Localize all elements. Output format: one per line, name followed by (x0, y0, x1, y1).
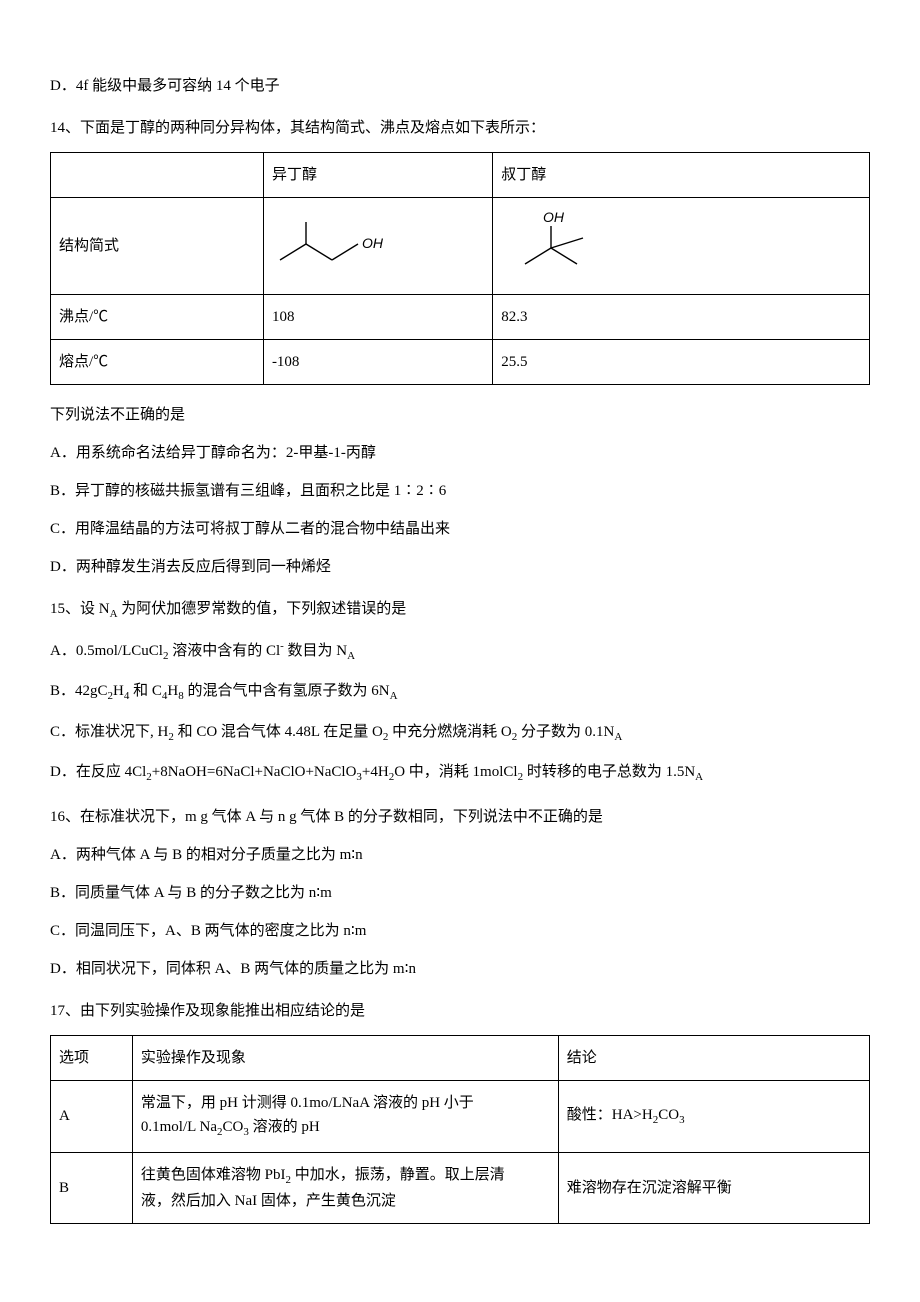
table-row: 选项 实验操作及现象 结论 (51, 1035, 870, 1080)
text: 常温下，用 pH 计测得 0.1mo/LNaA 溶液的 pH 小于 (141, 1091, 550, 1115)
text: 溶液的 pH (249, 1119, 320, 1135)
table-row: 异丁醇 叔丁醇 (51, 153, 870, 198)
q14-optD: D．两种醇发生消去反应后得到同一种烯烃 (50, 555, 870, 579)
text: +4H (362, 764, 389, 780)
text: 和 C (129, 683, 162, 699)
text: 15、设 N (50, 601, 110, 617)
text: 为阿伏加德罗常数的值，下列叙述错误的是 (118, 601, 407, 617)
sub: A (390, 690, 398, 702)
table-row: 沸点/℃ 108 82.3 (51, 295, 870, 340)
text: 中加水，振荡，静置。取上层清 (291, 1167, 505, 1183)
text: 中充分燃烧消耗 O (388, 724, 511, 740)
table-row: 熔点/℃ -108 25.5 (51, 340, 870, 385)
q15-optC: C．标准状况下, H2 和 CO 混合气体 4.48L 在足量 O2 中充分燃烧… (50, 720, 870, 747)
cell-B-label: B (51, 1152, 133, 1224)
cell-label-struct: 结构简式 (51, 198, 264, 295)
text: 酸性：HA>H (567, 1107, 653, 1123)
text: 和 CO 混合气体 4.48L 在足量 O (174, 724, 383, 740)
table-row: 结构简式 OH (51, 198, 870, 295)
q16-optC: C．同温同压下，A、B 两气体的密度之比为 n∶m (50, 919, 870, 943)
q14-optB: B．异丁醇的核磁共振氢谱有三组峰，且面积之比是 1∶2∶6 (50, 479, 870, 503)
cell-mp-tert: 25.5 (493, 340, 870, 385)
cell-struct-iso: OH (263, 198, 492, 295)
cell-header-iso: 异丁醇 (263, 153, 492, 198)
q17-stem: 17、由下列实验操作及现象能推出相应结论的是 (50, 999, 870, 1023)
cell-A-op: 常温下，用 pH 计测得 0.1mo/LNaA 溶液的 pH 小于 0.1mol… (132, 1080, 558, 1152)
q16-optD: D．相同状况下，同体积 A、B 两气体的质量之比为 m∶n (50, 957, 870, 981)
cell-head-opt: 选项 (51, 1035, 133, 1080)
cell-header-tert: 叔丁醇 (493, 153, 870, 198)
cell-struct-tert: OH (493, 198, 870, 295)
sub: A (110, 608, 118, 620)
q15-optA: A．0.5mol/LCuCl2 溶液中含有的 Cl- 数目为 NA (50, 638, 870, 666)
text: 0.1mol/L Na2CO3 溶液的 pH (141, 1115, 550, 1142)
text: O 中，消耗 1molCl (394, 764, 517, 780)
text: A．0.5mol/LCuCl (50, 643, 163, 659)
text: 0.1mol/L Na (141, 1119, 217, 1135)
text: B．42gC (50, 683, 108, 699)
cell-head-op: 实验操作及现象 (132, 1035, 558, 1080)
sub: A (614, 731, 622, 743)
cell-mp-iso: -108 (263, 340, 492, 385)
q14-optA: A．用系统命名法给异丁醇命名为：2-甲基-1-丙醇 (50, 441, 870, 465)
sub: 3 (679, 1114, 685, 1126)
cell-A-label: A (51, 1080, 133, 1152)
text: +8NaOH=6NaCl+NaClO+NaClO (152, 764, 357, 780)
text: H (167, 683, 178, 699)
q17-table: 选项 实验操作及现象 结论 A 常温下，用 pH 计测得 0.1mo/LNaA … (50, 1035, 870, 1224)
q16-optA: A．两种气体 A 与 B 的相对分子质量之比为 m∶n (50, 843, 870, 867)
cell-bp-tert: 82.3 (493, 295, 870, 340)
table-row: A 常温下，用 pH 计测得 0.1mo/LNaA 溶液的 pH 小于 0.1m… (51, 1080, 870, 1152)
q15-optB: B．42gC2H4 和 C4H8 的混合气中含有氢原子数为 6NA (50, 679, 870, 706)
cell-B-op: 往黄色固体难溶物 PbI2 中加水，振荡，静置。取上层清 液，然后加入 NaI … (132, 1152, 558, 1224)
q14-table: 异丁醇 叔丁醇 结构简式 OH (50, 152, 870, 385)
sub: A (695, 771, 703, 783)
tertbutanol-structure-icon: OH (501, 208, 621, 284)
isobutanol-structure-icon: OH (272, 212, 392, 280)
cell-bp-iso: 108 (263, 295, 492, 340)
q15-stem: 15、设 NA 为阿伏加德罗常数的值，下列叙述错误的是 (50, 597, 870, 624)
cell-head-concl: 结论 (558, 1035, 869, 1080)
q14-optC: C．用降温结晶的方法可将叔丁醇从二者的混合物中结晶出来 (50, 517, 870, 541)
text: 液，然后加入 NaI 固体，产生黄色沉淀 (141, 1189, 550, 1213)
q14-post: 下列说法不正确的是 (50, 403, 870, 427)
text: 的混合气中含有氢原子数为 6N (184, 683, 390, 699)
cell-A-concl: 酸性：HA>H2CO3 (558, 1080, 869, 1152)
text: CO (223, 1119, 244, 1135)
cell-B-concl: 难溶物存在沉淀溶解平衡 (558, 1152, 869, 1224)
table-row: B 往黄色固体难溶物 PbI2 中加水，振荡，静置。取上层清 液，然后加入 Na… (51, 1152, 870, 1224)
text: D．在反应 4Cl (50, 764, 146, 780)
text: 往黄色固体难溶物 PbI (141, 1167, 286, 1183)
prev-option-d: D．4f 能级中最多可容纳 14 个电子 (50, 74, 870, 98)
cell-blank (51, 153, 264, 198)
sub: A (347, 650, 355, 662)
svg-text:OH: OH (543, 209, 565, 225)
text: 分子数为 0.1N (517, 724, 614, 740)
text: CO (658, 1107, 679, 1123)
q16-optB: B．同质量气体 A 与 B 的分子数之比为 n∶m (50, 881, 870, 905)
text: H (113, 683, 124, 699)
text: 溶液中含有的 Cl (168, 643, 280, 659)
q15-optD: D．在反应 4Cl2+8NaOH=6NaCl+NaClO+NaClO3+4H2O… (50, 760, 870, 787)
q16-stem: 16、在标准状况下，m g 气体 A 与 n g 气体 B 的分子数相同，下列说… (50, 805, 870, 829)
text: 数目为 N (284, 643, 347, 659)
text: C．标准状况下, H (50, 724, 168, 740)
text: 往黄色固体难溶物 PbI2 中加水，振荡，静置。取上层清 (141, 1163, 550, 1190)
text: 时转移的电子总数为 1.5N (523, 764, 695, 780)
cell-label-mp: 熔点/℃ (51, 340, 264, 385)
svg-text:OH: OH (362, 235, 384, 251)
cell-label-bp: 沸点/℃ (51, 295, 264, 340)
q14-stem: 14、下面是丁醇的两种同分异构体，其结构简式、沸点及熔点如下表所示： (50, 116, 870, 140)
